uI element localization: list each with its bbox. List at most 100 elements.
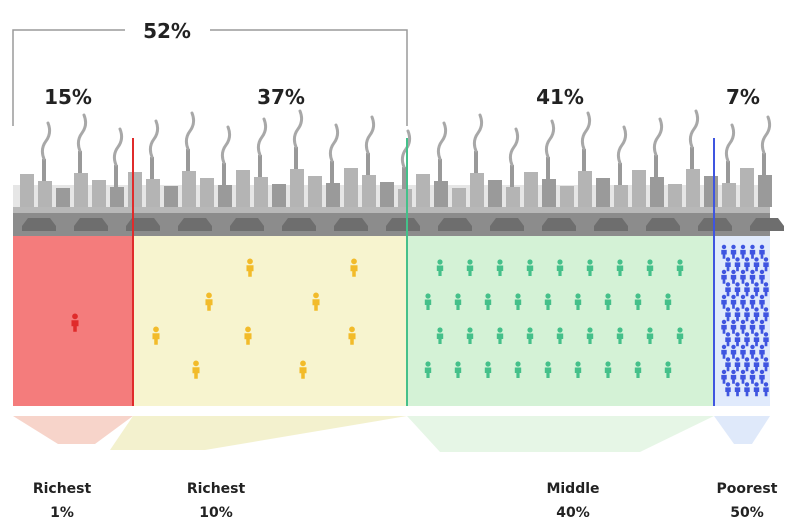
person-icon-poorest-50-23 xyxy=(740,294,746,309)
factory-building xyxy=(506,187,520,207)
person-icon-poorest-50-9 xyxy=(753,257,760,272)
factory-building xyxy=(146,179,160,207)
smoke-plume xyxy=(544,119,556,159)
chimney xyxy=(258,155,262,177)
factory-building xyxy=(182,171,196,207)
factory-building xyxy=(398,189,412,207)
person-icon-poorest-50-28 xyxy=(744,307,750,322)
person-icon-middle-40-14 xyxy=(544,293,552,310)
car-icon xyxy=(282,218,316,231)
person-icon-poorest-50-19 xyxy=(753,282,760,297)
person-icon-poorest-50-32 xyxy=(730,319,737,334)
factory-building xyxy=(650,177,664,207)
person-icon-poorest-50-41 xyxy=(721,344,727,359)
person-icon-middle-40-28 xyxy=(424,361,432,378)
person-icon-middle-40-10 xyxy=(424,293,432,310)
group-label-richest-1-line1: Richest xyxy=(33,481,92,497)
person-icon-middle-40-18 xyxy=(664,293,672,310)
person-icon-middle-40-11 xyxy=(454,293,462,310)
person-icon-poorest-50-10 xyxy=(763,257,769,272)
factory-building xyxy=(164,186,178,207)
factory-building xyxy=(380,182,394,207)
person-icon-poorest-50-22 xyxy=(730,294,737,309)
factory-building xyxy=(236,170,250,207)
person-icon-poorest-50-3 xyxy=(740,244,746,259)
person-icon-poorest-50-7 xyxy=(734,257,741,272)
person-icon-poorest-50-37 xyxy=(734,332,741,347)
factory-building xyxy=(488,180,502,207)
factory-building xyxy=(416,174,430,207)
person-icon-middle-40-12 xyxy=(484,293,492,310)
group-label-middle-40-line1: Middle xyxy=(546,481,599,497)
chimney xyxy=(150,157,154,179)
factory-building xyxy=(200,178,214,207)
factory-building xyxy=(92,180,106,207)
smoke-plume xyxy=(220,125,232,165)
chimney xyxy=(78,151,82,173)
person-icon-middle-40-5 xyxy=(556,259,564,276)
person-icon-middle-40-23 xyxy=(556,327,564,344)
smoke-plume xyxy=(292,109,304,149)
factory-building xyxy=(434,181,448,207)
person-icon-middle-40-26 xyxy=(646,327,654,344)
factory-building xyxy=(254,177,268,207)
person-icon-poorest-50-13 xyxy=(740,269,746,284)
factory-building xyxy=(758,175,772,207)
person-icon-richest-10-3 xyxy=(205,292,213,311)
bracket-52: 52% xyxy=(12,19,408,126)
person-icon-middle-40-27 xyxy=(676,327,684,344)
person-icon-middle-40-29 xyxy=(454,361,462,378)
person-icon-poorest-50-14 xyxy=(749,269,756,284)
chimney xyxy=(42,159,46,181)
smoke-plume xyxy=(508,127,520,167)
smoke-plume xyxy=(256,117,268,157)
person-icon-richest-10-6 xyxy=(244,326,252,345)
factory-building xyxy=(668,184,682,207)
smoke-plume xyxy=(652,117,664,157)
factory-building xyxy=(362,175,376,207)
person-icon-poorest-50-27 xyxy=(734,307,741,322)
person-icon-poorest-50-54 xyxy=(749,369,756,384)
person-icon-poorest-50-57 xyxy=(734,382,741,397)
person-icon-richest-10-5 xyxy=(152,326,160,345)
person-icon-richest-1 xyxy=(71,313,79,332)
person-icon-poorest-50-34 xyxy=(749,319,756,334)
person-icon-richest-10-8 xyxy=(192,360,200,379)
person-icon-middle-40-2 xyxy=(466,259,474,276)
car-icon xyxy=(594,218,628,231)
person-icon-poorest-50-26 xyxy=(725,307,731,322)
factory-building xyxy=(560,186,574,207)
person-icon-poorest-50-58 xyxy=(744,382,750,397)
chimney xyxy=(510,165,514,187)
person-icon-middle-40-19 xyxy=(436,327,444,344)
person-icon-poorest-50-4 xyxy=(749,244,756,259)
smoke-plume xyxy=(112,127,124,167)
person-icon-poorest-50-2 xyxy=(730,244,737,259)
factory-building xyxy=(326,183,340,207)
person-icon-middle-40-17 xyxy=(634,293,642,310)
person-icon-middle-40-16 xyxy=(604,293,612,310)
factory-building xyxy=(272,184,286,207)
car-icon xyxy=(22,218,56,231)
car-icon xyxy=(334,218,368,231)
smoke-plume xyxy=(580,111,592,151)
person-icon-poorest-50-29 xyxy=(753,307,760,322)
chimney xyxy=(726,161,730,183)
person-icon-poorest-50-25 xyxy=(759,294,765,309)
person-icon-poorest-50-53 xyxy=(740,369,746,384)
smoke-plume xyxy=(616,125,628,165)
person-icon-poorest-50-56 xyxy=(725,382,731,397)
person-icon-poorest-50-18 xyxy=(744,282,750,297)
smoke-plume xyxy=(76,113,88,153)
person-icon-poorest-50-38 xyxy=(744,332,750,347)
bracket-line xyxy=(12,29,408,126)
person-icon-middle-40-35 xyxy=(634,361,642,378)
person-icon-middle-40-9 xyxy=(676,259,684,276)
person-icon-middle-40-15 xyxy=(574,293,582,310)
funnel-poorest-50 xyxy=(714,416,770,444)
chimney xyxy=(114,165,118,187)
smoke-plume xyxy=(184,111,196,151)
person-icon-poorest-50-60 xyxy=(763,382,769,397)
person-icon-poorest-50-42 xyxy=(730,344,737,359)
